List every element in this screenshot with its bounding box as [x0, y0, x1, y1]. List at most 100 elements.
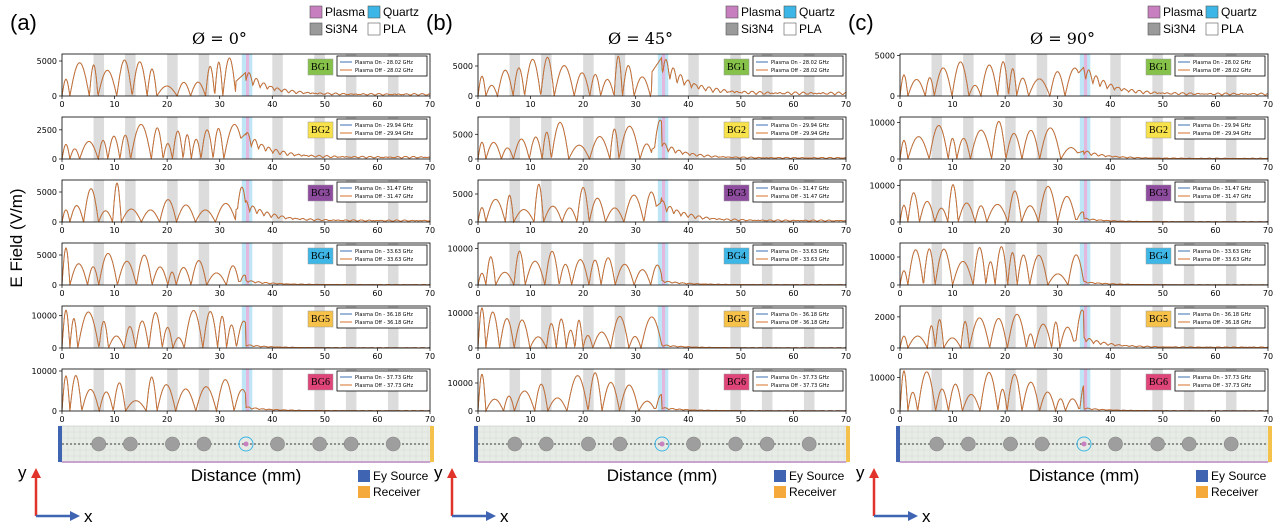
- si3n4-rod: [312, 436, 327, 452]
- bg-badge: [1145, 373, 1172, 391]
- plasma-band: [1084, 369, 1088, 411]
- bg-badge-label: BG5: [727, 314, 746, 325]
- si3n4-band: [167, 369, 178, 411]
- axes-frame: [899, 305, 1269, 349]
- y-tick-label: 0: [890, 92, 895, 101]
- series-legend: Plasma On - 33.63 GHz Plasma Off - 33.63 …: [336, 244, 428, 266]
- si3n4-band: [125, 369, 136, 411]
- x-tick-label: 30: [215, 352, 225, 361]
- subplot-bg6: 0 10 20 30 40 50 60 70 0 10000 BG6 Plasma On - 37.7…: [32, 367, 436, 424]
- series-plasma-off: [477, 55, 847, 98]
- si3n4-band: [541, 243, 552, 285]
- x-tick-label: 0: [475, 100, 480, 109]
- x-tick-label: 10: [947, 100, 957, 109]
- subplot-bg3: 0 10 20 30 40 50 60 70 0 5000 BG3 Plasma On - 31.47…: [37, 179, 435, 235]
- x-tick-label: 50: [736, 100, 746, 109]
- subplot-bg1: 0 10 20 30 40 50 60 70 0 5000 BG1 Plasma On - 28.02…: [875, 52, 1273, 109]
- legend-text-off: Plasma Off - 28.02 GHz: [355, 68, 413, 74]
- bg-badge: [1145, 121, 1172, 139]
- si3n4-band: [583, 180, 594, 222]
- si3n4-band: [93, 243, 105, 285]
- legend-text-on: Plasma On - 36.18 GHz: [771, 312, 829, 318]
- series-legend-box: [1174, 244, 1266, 266]
- si3n4-band: [583, 54, 594, 96]
- subplot-bg5: 0 10 20 30 40 50 60 70 0 10000 BG5 Plasma On - 36.1…: [32, 305, 435, 361]
- series-plasma-off: [899, 61, 1269, 98]
- x-tick-label: 60: [788, 163, 798, 172]
- series-plasma-off: [899, 120, 1268, 161]
- legend-text-on: Plasma On - 31.47 GHz: [771, 186, 829, 192]
- source-label-0: Ey Source: [1211, 469, 1267, 483]
- legend-text-off: Plasma Off - 36.18 GHz: [771, 320, 829, 326]
- x-tick-label: 60: [1210, 100, 1220, 109]
- si3n4-band: [541, 54, 552, 96]
- subplot-bg3: 0 10 20 30 40 50 60 70 0 5000 BG3 Plasma On - 31.47…: [453, 179, 851, 235]
- bg-badge: [307, 184, 334, 202]
- x-tick-label: 60: [1210, 352, 1220, 361]
- x-axis-arrow-label: x: [500, 507, 509, 524]
- series-legend-box: [752, 370, 844, 392]
- si3n4-band: [198, 306, 210, 348]
- series-legend-box: [752, 307, 844, 329]
- x-tick-label: 50: [320, 226, 330, 235]
- bg-badge: [723, 247, 750, 265]
- legend-text-off: Plasma Off - 33.63 GHz: [355, 257, 413, 263]
- x-tick-label: 50: [320, 352, 330, 361]
- si3n4-band: [93, 180, 105, 222]
- si3n4-band: [688, 180, 699, 222]
- bg-badge: [723, 184, 750, 202]
- plasma-band: [246, 243, 250, 285]
- si3n4-band: [688, 243, 699, 285]
- si3n4-band: [541, 180, 552, 222]
- x-tick-label: 60: [372, 163, 382, 172]
- series-legend: Plasma On - 28.02 GHz Plasma Off - 28.02 …: [336, 55, 428, 77]
- si3n4-rod: [801, 436, 817, 452]
- si3n4-rod: [123, 436, 138, 452]
- x-tick-label: 40: [267, 415, 277, 424]
- x-tick-label: 20: [162, 352, 172, 361]
- si3n4-band: [963, 369, 974, 411]
- series-legend: Plasma On - 29.94 GHz Plasma Off - 29.94 …: [336, 118, 428, 140]
- x-tick-label: 10: [109, 352, 119, 361]
- subplot-bg4: 0 10 20 30 40 50 60 70 0 10000 BG4 Plasma On - 33.6…: [448, 242, 851, 298]
- series-plasma-off: [61, 123, 431, 161]
- legend-swatch-plasma: [725, 5, 739, 19]
- receiver-bar: [430, 426, 434, 462]
- legend-label-pla: PLA: [383, 22, 406, 36]
- x-tick-label: 40: [267, 289, 277, 298]
- axes-frame: [477, 242, 847, 286]
- x-tick-label: 0: [59, 415, 64, 424]
- bg-badge: [307, 373, 334, 391]
- si3n4-band: [614, 306, 626, 348]
- si3n4-rod: [1108, 436, 1123, 452]
- x-tick-label: 60: [788, 289, 798, 298]
- si3n4-band: [583, 306, 594, 348]
- x-tick-label: 60: [1210, 289, 1220, 298]
- series-legend-box: [336, 370, 428, 392]
- axes-frame: [899, 53, 1269, 97]
- x-tick-label: 60: [372, 415, 382, 424]
- panel-1: (b) Ø = 45° Plasma Quartz Si3N4 PLA 0 10 20 30 40 5…: [426, 5, 851, 524]
- x-tick-label: 70: [1263, 289, 1273, 298]
- legend-text-off: Plasma Off - 31.47 GHz: [355, 194, 413, 200]
- si3n4-band: [93, 117, 105, 159]
- si3n4-rod: [581, 436, 596, 452]
- bg-badge-label: BG5: [1149, 314, 1168, 325]
- legend-text-on: Plasma On - 37.73 GHz: [771, 375, 829, 381]
- x-tick-label: 40: [267, 100, 277, 109]
- si3n4-band: [272, 180, 283, 222]
- si3n4-rod: [961, 436, 976, 452]
- series-legend-box: [336, 244, 428, 266]
- x-tick-label: 50: [1158, 100, 1168, 109]
- plasma-band: [1084, 243, 1088, 285]
- y-tick-label: 5000: [875, 52, 895, 61]
- x-tick-label: 0: [475, 289, 480, 298]
- si3n4-band: [614, 117, 626, 159]
- bg-badge-label: BG4: [727, 251, 746, 262]
- plasma-core: [1081, 441, 1087, 447]
- series-legend-box: [752, 118, 844, 140]
- x-tick-label: 30: [1053, 163, 1063, 172]
- legend-text-off: Plasma Off - 36.18 GHz: [355, 320, 413, 326]
- series-plasma-off: [477, 183, 847, 224]
